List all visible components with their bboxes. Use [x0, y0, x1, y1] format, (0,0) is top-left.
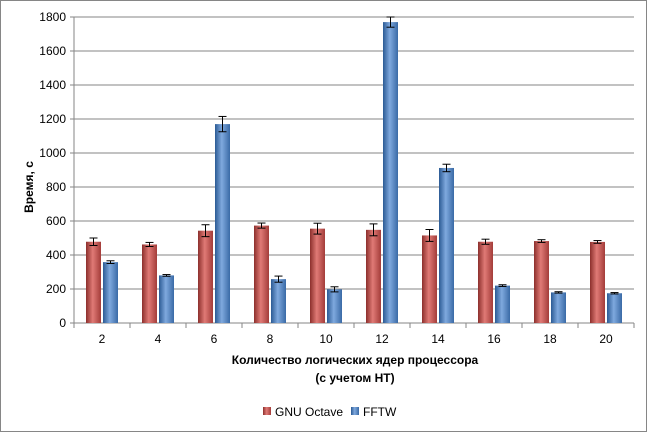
gridlines [74, 16, 634, 290]
bar-fftw [103, 262, 118, 323]
bar-fftw [271, 279, 286, 323]
bar-octave [142, 244, 157, 323]
bar-octave [86, 241, 101, 323]
x-tick-label: 2 [99, 332, 106, 346]
bar-octave [534, 241, 549, 323]
y-tick-label: 1000 [39, 146, 66, 160]
legend-swatch-fftw [351, 407, 359, 415]
bar-octave [422, 235, 437, 323]
bar-fftw [159, 275, 174, 323]
x-tick-label: 12 [375, 332, 389, 346]
y-tick-label: 600 [46, 214, 66, 228]
legend-label-octave: GNU Octave [275, 405, 343, 419]
x-tick-label: 10 [319, 332, 333, 346]
bar-octave [590, 241, 605, 323]
x-axis-title-line1: Количество логических ядер процессора [232, 353, 479, 367]
legend-label-fftw: FFTW [363, 405, 397, 419]
y-tick-label: 800 [46, 180, 66, 194]
legend: GNU Octave FFTW [263, 405, 397, 419]
x-tick-label: 14 [431, 332, 445, 346]
bar-octave [366, 229, 381, 323]
bar-fftw [215, 124, 230, 323]
bar-octave [198, 230, 213, 323]
y-axis-title: Время, с [22, 161, 36, 213]
bar-octave [478, 241, 493, 323]
y-tick-label: 0 [59, 316, 66, 330]
bar-fftw [439, 167, 454, 323]
legend-swatch-octave [263, 407, 271, 415]
bar-fftw [327, 289, 342, 323]
x-tick-label: 16 [487, 332, 501, 346]
x-tick-label: 6 [211, 332, 218, 346]
y-tick-label: 1400 [39, 78, 66, 92]
bar-octave [310, 228, 325, 323]
x-axis-title-line2: (с учетом HT) [315, 371, 394, 385]
y-tick-label: 1200 [39, 112, 66, 126]
bar-fftw [383, 22, 398, 323]
bar-fftw [607, 293, 622, 323]
tick-labels: 0 200 400 600 800 1000 1200 1400 1600 1800 2 4 6 8 10 1… [39, 10, 613, 346]
y-tick-label: 1600 [39, 44, 66, 58]
bar-octave [254, 225, 269, 323]
bars [86, 16, 622, 323]
y-tick-label: 1800 [39, 10, 66, 24]
bar-fftw [551, 292, 566, 323]
x-tick-label: 4 [155, 332, 162, 346]
x-tick-label: 18 [543, 332, 557, 346]
x-tick-label: 8 [267, 332, 274, 346]
bar-fftw [495, 285, 510, 323]
y-tick-label: 200 [46, 282, 66, 296]
x-tick-label: 20 [599, 332, 613, 346]
y-tick-label: 400 [46, 248, 66, 262]
